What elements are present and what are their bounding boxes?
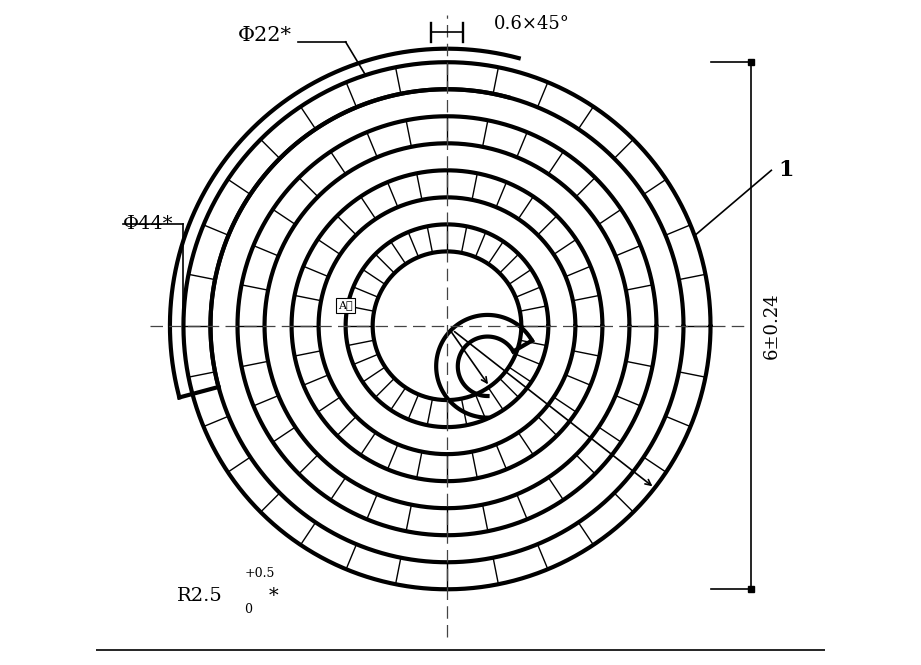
Text: R2.5: R2.5 <box>177 587 223 605</box>
Text: A向: A向 <box>338 301 353 311</box>
Text: 6±0.24: 6±0.24 <box>763 293 780 359</box>
Text: 0.6×45°: 0.6×45° <box>495 15 570 33</box>
Text: *: * <box>269 587 278 605</box>
Text: Φ44*: Φ44* <box>122 215 173 233</box>
Text: 1: 1 <box>778 160 794 182</box>
Text: +0.5: +0.5 <box>244 567 274 580</box>
Text: 0: 0 <box>244 602 252 616</box>
Text: Φ22*: Φ22* <box>238 26 292 45</box>
